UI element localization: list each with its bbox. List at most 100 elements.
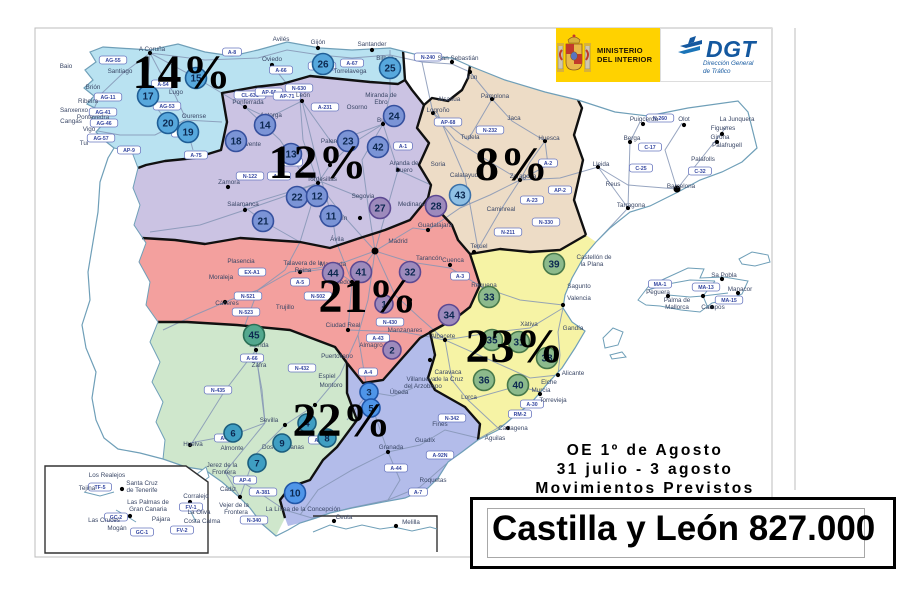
island-outline xyxy=(609,351,627,360)
svg-text:N-435: N-435 xyxy=(211,388,225,394)
svg-text:25: 25 xyxy=(384,63,396,74)
city-label: Santander xyxy=(357,41,386,48)
counter-circle: 8 xyxy=(317,428,337,448)
counter-circle: 20 xyxy=(156,111,180,135)
road-line xyxy=(444,339,499,429)
svg-text:A-381: A-381 xyxy=(256,490,270,496)
svg-text:44: 44 xyxy=(327,268,339,279)
svg-text:31: 31 xyxy=(513,337,525,348)
counter-circle: 45 xyxy=(242,323,266,347)
road-shield: N-260 xyxy=(645,113,675,123)
city-label: Plasencia xyxy=(227,258,255,265)
city-label: Calatayud xyxy=(450,172,479,179)
road-shield: A-1 xyxy=(393,141,413,151)
city-label: Úbeda xyxy=(390,387,409,396)
road-shield: A-62 xyxy=(266,171,291,181)
svg-text:AP-4: AP-4 xyxy=(239,478,251,484)
city-label: Vejer de la xyxy=(219,502,249,509)
city-dot xyxy=(681,122,687,128)
city-dot xyxy=(467,69,473,75)
svg-text:MA-1: MA-1 xyxy=(654,282,667,288)
operation-line1: OE 1º de Agosto xyxy=(566,442,724,459)
counter-circle: 25 xyxy=(378,56,402,80)
svg-text:43: 43 xyxy=(454,190,466,201)
svg-text:5: 5 xyxy=(368,403,374,414)
city-label: Medinaceli xyxy=(398,201,428,208)
counter-circle: 43 xyxy=(448,183,472,207)
svg-text:N-523: N-523 xyxy=(239,310,253,316)
city-label: Murcia xyxy=(532,387,551,394)
highlight-inner-frame xyxy=(487,508,865,558)
road-line xyxy=(162,250,376,331)
city-label: Oviedo xyxy=(262,56,282,63)
city-dot xyxy=(427,357,433,363)
operation-line3: Movimientos Previstos xyxy=(535,480,755,497)
zone-percentage-label: 22% xyxy=(293,394,392,447)
city-dot xyxy=(627,139,633,145)
city-label: Soria xyxy=(431,161,446,168)
city-dot xyxy=(719,276,725,282)
svg-text:AP-68: AP-68 xyxy=(441,120,456,126)
road-shield: N-330 xyxy=(531,217,561,227)
city-label: Zaragoza xyxy=(510,173,537,180)
svg-text:A-231: A-231 xyxy=(318,105,332,111)
city-dot xyxy=(595,164,601,170)
city-label: Mallorca xyxy=(665,304,689,311)
counter-circle: 26 xyxy=(311,52,335,76)
city-label: Pamplona xyxy=(481,93,510,100)
city-label: Sagunto xyxy=(567,283,591,290)
road-shield: AP-9 xyxy=(117,145,142,155)
svg-text:7: 7 xyxy=(254,458,259,469)
island-outline xyxy=(602,327,624,349)
city-dot xyxy=(714,139,720,145)
svg-text:C-25: C-25 xyxy=(635,166,646,172)
city-label: Ribeira xyxy=(78,98,98,105)
city-label: A Coruña xyxy=(139,46,166,53)
city-label: Avilés xyxy=(273,36,290,43)
counter-circle: 17 xyxy=(136,84,160,108)
road-shield: AG-11 xyxy=(93,92,123,102)
region-centro xyxy=(139,198,480,383)
zone-border xyxy=(278,363,359,519)
counter-circle: 4 xyxy=(297,413,317,433)
city-dot xyxy=(505,425,511,431)
city-label: Girona xyxy=(711,134,730,141)
island-road-line xyxy=(312,524,438,533)
svg-text:A-2: A-2 xyxy=(544,161,552,167)
road-shield: N-232 xyxy=(475,125,505,135)
svg-text:18: 18 xyxy=(230,136,242,147)
road-shield: A-75 xyxy=(183,150,208,160)
city-label: Duero xyxy=(395,167,413,174)
city-label: Puertollano xyxy=(321,353,353,360)
svg-text:32: 32 xyxy=(404,267,416,278)
city-label: Caravaca xyxy=(435,369,462,376)
city-dot xyxy=(517,177,523,183)
city-dot xyxy=(640,121,646,127)
dgt-subtitle-line2: de Tráfico xyxy=(703,67,731,75)
road-line xyxy=(242,181,323,207)
svg-text:A-7: A-7 xyxy=(414,490,422,496)
city-dot xyxy=(665,293,671,299)
city-label: Caminreal xyxy=(487,206,516,213)
svg-text:AP-66: AP-66 xyxy=(262,90,277,96)
road-shield: N-523 xyxy=(231,307,261,317)
road-shield: AP-4 xyxy=(232,475,257,485)
road-shield: GC-2 xyxy=(104,512,129,522)
city-dot xyxy=(449,59,455,65)
city-dot xyxy=(369,47,375,53)
road-line xyxy=(299,451,389,516)
city-label: Cáceres xyxy=(215,300,238,307)
svg-text:14: 14 xyxy=(259,120,271,131)
svg-text:42: 42 xyxy=(372,142,384,153)
city-label: Pájara xyxy=(152,516,171,523)
road-shield: N-240 xyxy=(413,52,443,62)
city-label: Gijón xyxy=(311,39,326,46)
dgt-subtitle-line1: Dirección General xyxy=(703,60,754,67)
city-label: de Tenerife xyxy=(126,487,158,494)
road-line xyxy=(469,71,546,181)
counter-circle: 12 xyxy=(305,184,329,208)
operation-line2: 31 julio - 3 agosto xyxy=(556,461,734,478)
city-label: Tui xyxy=(80,140,89,147)
city-label: Reus xyxy=(606,181,621,188)
